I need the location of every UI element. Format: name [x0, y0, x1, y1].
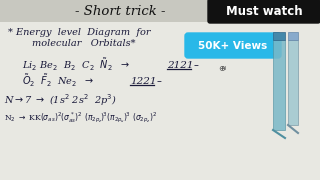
- Text: Must watch: Must watch: [226, 4, 302, 17]
- Bar: [273, 32, 285, 40]
- Text: N: N: [222, 66, 226, 71]
- Text: N$_2$ $\rightarrow$ KK$(\sigma_{as})^2(\sigma^*_{as})^2$ $(\pi_{2p_z})^{\!3}(\pi: N$_2$ $\rightarrow$ KK$(\sigma_{as})^2(\…: [4, 111, 157, 125]
- Text: $\oplus$: $\oplus$: [218, 64, 226, 73]
- Text: molecular   Orbitals*: molecular Orbitals*: [32, 39, 135, 48]
- Text: 2121: 2121: [167, 60, 194, 69]
- Text: - Short trick -: - Short trick -: [75, 4, 165, 17]
- FancyBboxPatch shape: [208, 0, 320, 23]
- Text: * Energy  level  Diagram  for: * Energy level Diagram for: [8, 28, 150, 37]
- Bar: [288, 32, 298, 40]
- Text: –: –: [194, 60, 199, 70]
- Bar: [0, 0, 320, 22]
- Text: –: –: [157, 76, 162, 86]
- Text: N$\rightarrow$7 $\rightarrow$ (1s$^2$ 2s$^2$  2p$^3$): N$\rightarrow$7 $\rightarrow$ (1s$^2$ 2s…: [4, 92, 116, 108]
- Text: 1221: 1221: [130, 76, 156, 86]
- Bar: [273, 40, 285, 130]
- FancyBboxPatch shape: [185, 33, 281, 58]
- Text: 50K+ Views: 50K+ Views: [198, 41, 268, 51]
- Bar: [288, 40, 298, 125]
- Text: $\tilde{O}_2$  $\tilde{F}_2$  Ne$_2$  $\rightarrow$: $\tilde{O}_2$ $\tilde{F}_2$ Ne$_2$ $\rig…: [22, 73, 94, 89]
- Text: Li$_2$ Be$_2$  B$_2$  C$_2$  $\tilde{N}_2$  $\rightarrow$: Li$_2$ Be$_2$ B$_2$ C$_2$ $\tilde{N}_2$ …: [22, 57, 130, 73]
